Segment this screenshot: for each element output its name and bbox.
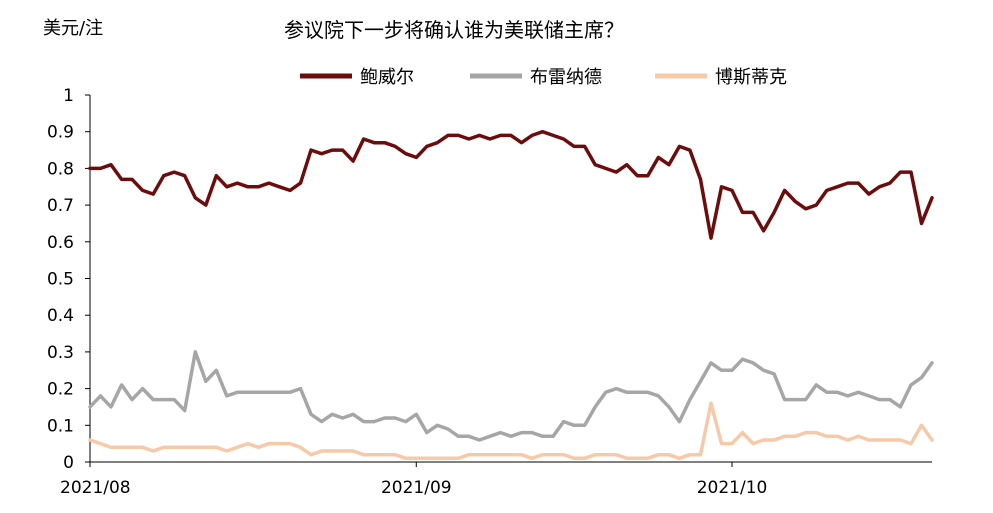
- y-tick-label: 0.8: [47, 159, 74, 179]
- series-line-0: [88, 129, 934, 240]
- y-tick-label: 0: [63, 453, 74, 473]
- series-line-1: [88, 350, 934, 442]
- y-tick-label: 1: [63, 86, 74, 106]
- y-tick-label: 0.7: [47, 196, 74, 216]
- y-tick-label: 0.3: [47, 343, 74, 363]
- series-line-2: [88, 401, 934, 461]
- x-tick-label: 2021/10: [697, 478, 768, 498]
- y-axis-ticks: 0 0.1 0.2 0.3 0.4 0.5 0.6 0.7 0.8 0.9 1: [47, 86, 90, 473]
- legend-label: 鲍威尔: [360, 67, 414, 88]
- legend-label: 布雷纳德: [530, 67, 602, 88]
- y-tick-label: 0.1: [47, 416, 74, 436]
- x-tick-label: 2021/09: [381, 478, 452, 498]
- unit-label: 美元/注: [43, 18, 103, 39]
- y-tick-label: 0.5: [47, 270, 74, 290]
- x-tick-label: 2021/08: [60, 478, 131, 498]
- legend-label: 博斯蒂克: [715, 67, 787, 88]
- y-tick-label: 0.6: [47, 233, 74, 253]
- chart-title: 参议院下一步将确认谁为美联储主席？: [284, 18, 624, 42]
- y-tick-label: 0.9: [47, 123, 74, 143]
- y-tick-label: 0.2: [47, 380, 74, 400]
- series-lines: [88, 129, 934, 461]
- x-axis-ticks: 2021/08 2021/09 2021/10: [60, 462, 767, 498]
- legend: 鲍威尔 布雷纳德 博斯蒂克: [300, 67, 787, 88]
- y-tick-label: 0.4: [47, 306, 74, 326]
